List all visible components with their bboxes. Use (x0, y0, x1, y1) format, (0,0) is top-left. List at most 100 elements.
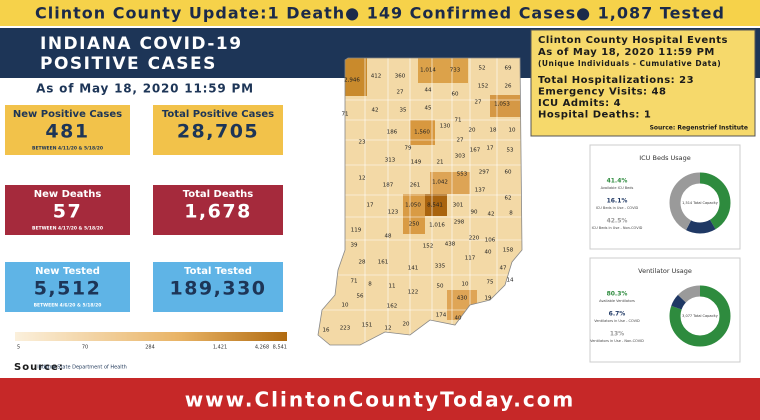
county-label: 152 (423, 244, 434, 250)
county-label: 187 (383, 183, 394, 189)
county-label: 21 (437, 160, 444, 166)
usage-card (589, 144, 741, 250)
county-label: 19 (485, 296, 492, 302)
county-label: 40 (485, 250, 492, 256)
county-label: 106 (485, 238, 496, 244)
county-label: 50 (437, 284, 444, 290)
county-label: 1,053 (494, 102, 510, 108)
stat-value: 57 (53, 201, 82, 223)
county-label: 23 (359, 140, 366, 146)
card-pct: 13% (610, 331, 624, 338)
county-label: 250 (409, 222, 420, 228)
indiana-subtitle: POSITIVE CASES (40, 54, 217, 74)
card-pct: 80.3% (607, 291, 628, 298)
county-label: 42 (372, 108, 379, 114)
county-label: 438 (445, 242, 456, 248)
usage-cards: ICU Beds Usage 41.4%Available ICU Beds 16.… (589, 144, 741, 363)
stat-label: New Deaths (34, 189, 102, 200)
usage-card (589, 257, 741, 363)
map-outline (317, 57, 523, 346)
county-label: 40 (455, 316, 462, 322)
county-label: 26 (505, 84, 512, 90)
county-labels: 2,946 412 360 1,014 733 52 69 27 44 60 152 26 71 42 35… (323, 66, 516, 334)
county-label: 35 (400, 108, 407, 114)
county-label: 553 (457, 172, 468, 178)
map (318, 58, 522, 345)
map-shade (425, 194, 447, 216)
stat-value: 481 (45, 121, 89, 143)
county-label: 298 (454, 220, 465, 226)
stat-note: BETWEEN 4/17/20 & 5/18/20 (32, 226, 103, 232)
county-label: 141 (408, 266, 419, 272)
county-label: 20 (403, 322, 410, 328)
county-label: 161 (378, 260, 389, 266)
county-label: 137 (475, 188, 486, 194)
county-label: 11 (389, 284, 396, 290)
donut-segment (669, 172, 731, 234)
county-label: 12 (385, 326, 392, 332)
county-label: 16 (323, 328, 330, 334)
county-label: 167 (470, 148, 481, 154)
county-label: 335 (435, 264, 446, 270)
hospital-box (530, 29, 756, 137)
county-label: 71 (455, 118, 462, 124)
legend-tick-label: 8,541 (273, 345, 287, 351)
stat-box (5, 262, 130, 312)
as-of-band (0, 78, 315, 98)
stat-label: Total Tested (184, 266, 252, 277)
county-label: 45 (425, 106, 432, 112)
hospital-source: Source: Regenstrief Institute (650, 125, 748, 132)
footer-url[interactable]: www.ClintonCountyToday.com (185, 388, 576, 412)
stat-value: 5,512 (34, 278, 102, 300)
county-borders (318, 58, 522, 345)
card-item-label: Available ICU Beds (601, 186, 634, 190)
county-label: 152 (478, 84, 489, 90)
hospital-heading: Clinton County Hospital Events (538, 35, 728, 46)
legend-tick-label: 5 (17, 345, 20, 351)
county-label: 1,016 (429, 223, 445, 229)
header-bar (0, 0, 760, 26)
donut-segment (669, 285, 731, 347)
county-label: 261 (410, 183, 421, 189)
stat-box (5, 105, 130, 155)
card-item-label: ICU Beds in Use - Non-COVID (592, 226, 643, 230)
county-label: 10 (509, 128, 516, 134)
county-label: 62 (505, 196, 512, 202)
stat-box (153, 185, 283, 235)
county-label: 14 (507, 278, 514, 284)
hospital-stat: Emergency Visits: 48 (538, 87, 666, 98)
county-label: 27 (475, 100, 482, 106)
county-label: 223 (340, 326, 351, 332)
county-label: 12 (359, 176, 366, 182)
map-shade (410, 120, 435, 145)
county-label: 313 (385, 158, 396, 164)
county-label: 1,042 (432, 180, 448, 186)
county-label: 10 (462, 282, 469, 288)
hospital-stat: Hospital Deaths: 1 (538, 110, 651, 121)
county-label: 301 (453, 203, 464, 209)
county-label: 8,541 (427, 203, 443, 209)
county-label: 75 (487, 280, 494, 286)
county-label: 360 (395, 74, 406, 80)
county-label: 17 (367, 203, 374, 209)
county-label: 162 (387, 304, 398, 310)
legend-tick-label: 1,421 (213, 345, 227, 351)
county-label: 44 (425, 88, 432, 94)
stat-box (5, 185, 130, 235)
county-label: 2,946 (344, 78, 360, 84)
county-label: 56 (357, 294, 364, 300)
legend-gradient (15, 332, 287, 341)
card-pct: 41.4% (607, 178, 628, 185)
county-label: 1,014 (420, 68, 436, 74)
county-label: 151 (362, 323, 373, 329)
card-pct: 6.7% (609, 311, 626, 318)
card-item-label: Available Ventilators (599, 299, 635, 303)
county-label: 90 (471, 210, 478, 216)
county-label: 60 (505, 170, 512, 176)
map-shade (345, 58, 367, 96)
card-title: ICU Beds Usage (639, 154, 691, 162)
county-label: 430 (457, 296, 468, 302)
